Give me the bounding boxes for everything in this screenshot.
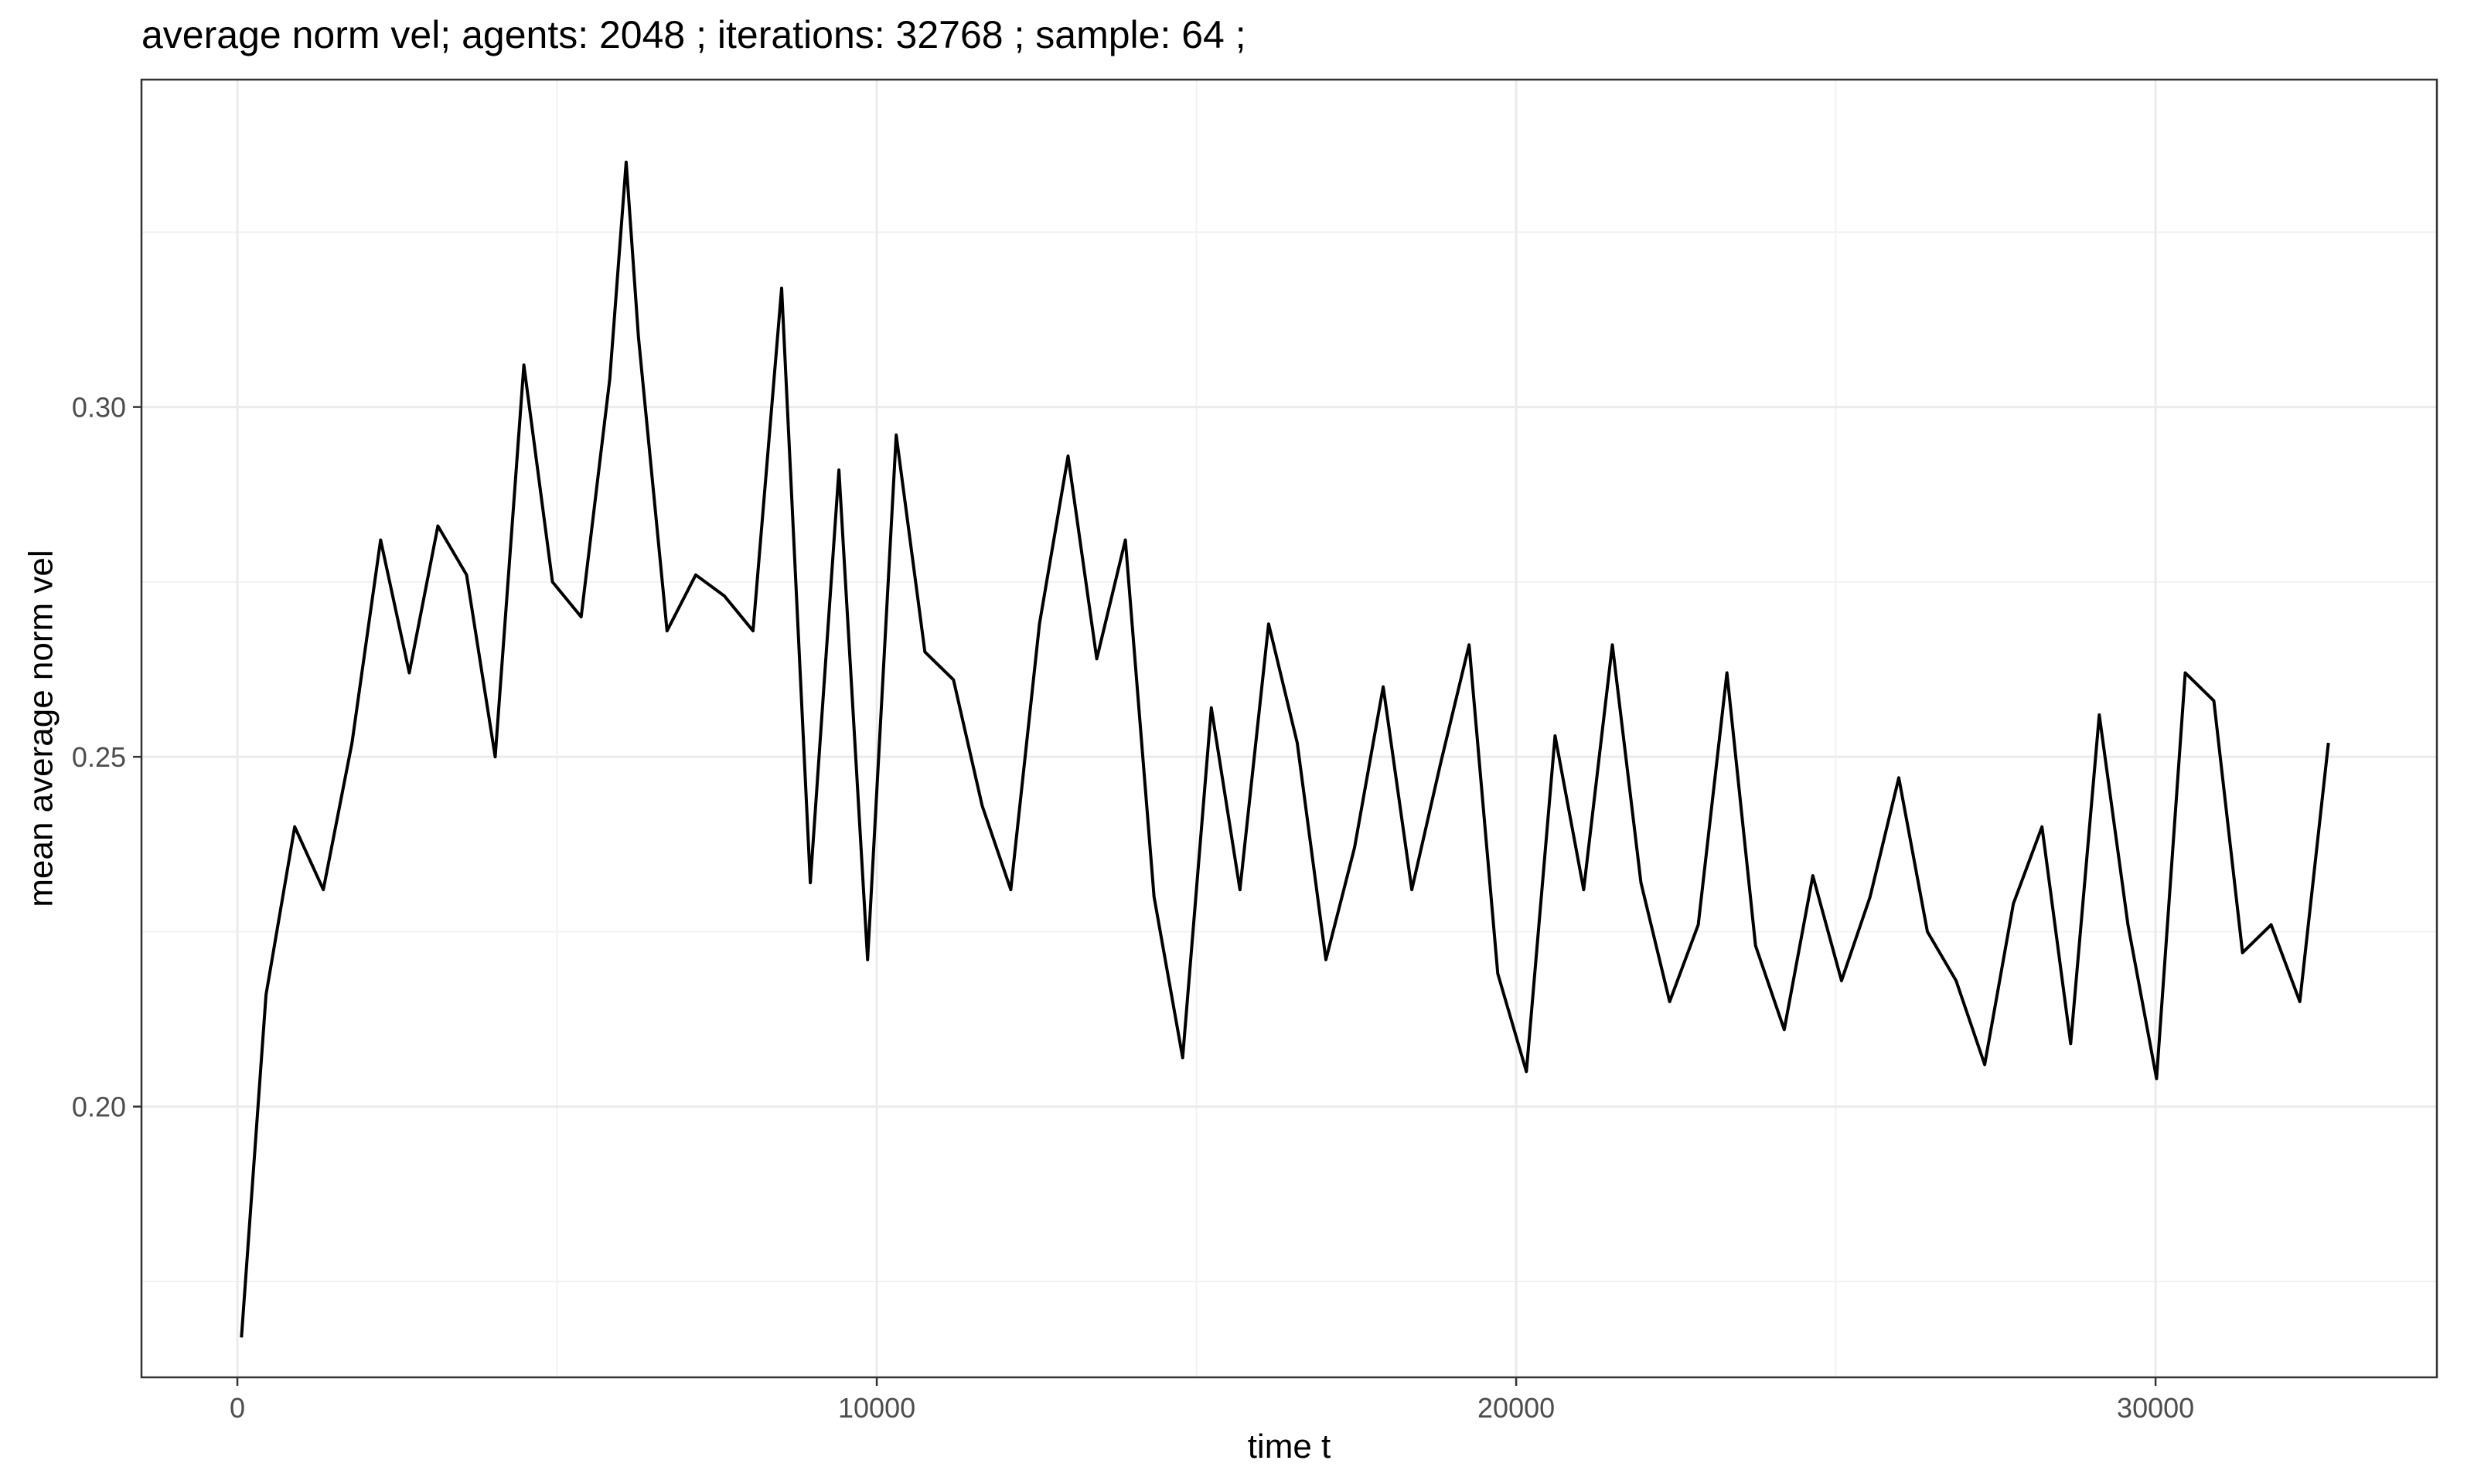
y-tick-label: 0.25 (72, 741, 126, 773)
chart-title: average norm vel; agents: 2048 ; iterati… (141, 13, 1246, 56)
x-tick-label: 0 (230, 1392, 245, 1424)
y-axis-title: mean average norm vel (22, 550, 60, 907)
y-axis: 0.20 0.25 0.30 (72, 392, 141, 1123)
y-tick-label: 0.30 (72, 392, 126, 424)
major-gridlines (141, 80, 2437, 1377)
x-tick-label: 20000 (1477, 1392, 1555, 1424)
minor-gridlines (141, 80, 2437, 1377)
x-axis-title: time t (1248, 1428, 1331, 1465)
x-tick-label: 30000 (2117, 1392, 2194, 1424)
y-tick-label: 0.20 (72, 1091, 126, 1123)
x-tick-label: 10000 (838, 1392, 915, 1424)
plot-panel-border (140, 78, 2438, 1379)
series-line (240, 160, 2330, 1338)
x-axis: 0 10000 20000 30000 (230, 1377, 2194, 1424)
